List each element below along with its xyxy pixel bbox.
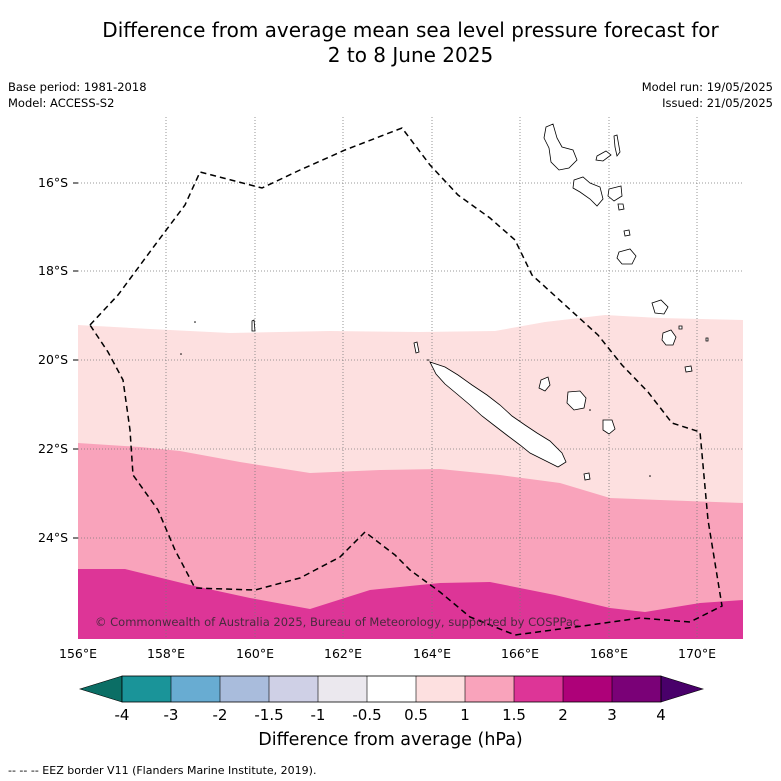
colorbar-tick-label: -2 bbox=[212, 706, 228, 724]
vanuatu-ambae bbox=[595, 150, 612, 162]
colorbar-extend-low bbox=[78, 675, 123, 703]
vanuatu-pentecost bbox=[607, 185, 623, 202]
lon-label-162e: 162°E bbox=[323, 646, 363, 661]
small-islet-5 bbox=[427, 359, 429, 361]
lon-label-168e: 168°E bbox=[589, 646, 629, 661]
colorbar-tick-label: 4 bbox=[656, 706, 666, 724]
loyalty-island-ouvea bbox=[538, 376, 551, 392]
colorbar-segment bbox=[367, 676, 416, 702]
colorbar-extend-high bbox=[660, 675, 705, 703]
band-1.5-2 bbox=[78, 569, 743, 639]
colorbar-tick-label: 1.5 bbox=[502, 706, 526, 724]
colorbar-segment bbox=[612, 676, 661, 702]
colorbar-title: Difference from average (hPa) bbox=[258, 730, 523, 750]
copyright-text: © Commonwealth of Australia 2025, Bureau… bbox=[95, 615, 579, 629]
lat-label-24s: 24°S bbox=[38, 530, 69, 545]
band-1-1.5 bbox=[78, 443, 743, 639]
issued-date: Issued: 21/05/2025 bbox=[662, 96, 773, 110]
colorbar-tick-label: -1 bbox=[310, 706, 326, 724]
meta-left: Base period: 1981-2018 Model: ACCESS-S2 bbox=[8, 79, 147, 111]
colorbar-segment bbox=[514, 676, 563, 702]
lon-label-164e: 164°E bbox=[412, 646, 452, 661]
colorbar-tick-label: 2 bbox=[558, 706, 568, 724]
colorbar-tick-label: -4 bbox=[114, 706, 130, 724]
lat-label-20s: 20°S bbox=[38, 352, 69, 367]
loyalty-island-mare bbox=[602, 419, 616, 435]
map-area bbox=[78, 117, 743, 639]
small-islet-3 bbox=[649, 475, 651, 477]
meta-right: Model run: 19/05/2025 Issued: 21/05/2025 bbox=[642, 79, 773, 111]
vanuatu-espiritu-santo bbox=[543, 123, 578, 171]
colorbar-tick-label: -1.5 bbox=[254, 706, 284, 724]
title-line-2: 2 to 8 June 2025 bbox=[327, 43, 494, 67]
colorbar-segment bbox=[465, 676, 514, 702]
eez-border bbox=[89, 127, 723, 636]
lon-label-156e: 156°E bbox=[58, 646, 98, 661]
vanuatu-epi bbox=[617, 203, 625, 211]
vanuatu-erromango bbox=[651, 299, 669, 315]
chesterfield-reef bbox=[251, 319, 256, 332]
new-caledonia-island bbox=[429, 361, 567, 468]
vanuatu-malekula bbox=[572, 176, 604, 207]
colorbar-segment bbox=[220, 676, 269, 702]
eez-legend-note: -- -- -- EEZ border V11 (Flanders Marine… bbox=[8, 764, 317, 777]
colorbar-tick-label: 1 bbox=[460, 706, 470, 724]
model-name: Model: ACCESS-S2 bbox=[8, 96, 115, 110]
graticule bbox=[78, 117, 743, 639]
lon-label-170e: 170°E bbox=[677, 646, 717, 661]
vanuatu-shepherd-isles bbox=[623, 229, 631, 237]
colorbar-tick-label: -0.5 bbox=[352, 706, 382, 724]
vanuatu-efate bbox=[616, 248, 637, 265]
lat-label-22s: 22°S bbox=[38, 441, 69, 456]
colorbar-tick-label: 3 bbox=[607, 706, 617, 724]
lon-label-158e: 158°E bbox=[146, 646, 186, 661]
colorbar-tick-label: 0.5 bbox=[404, 706, 428, 724]
vanuatu-tanna bbox=[661, 329, 677, 346]
belep-islands bbox=[413, 341, 420, 354]
colorbar-segment bbox=[269, 676, 318, 702]
vanuatu-aniwa bbox=[705, 337, 709, 342]
isle-of-pines bbox=[583, 472, 591, 481]
colorbar-segment bbox=[122, 676, 171, 702]
base-period: Base period: 1981-2018 bbox=[8, 80, 147, 94]
vanuatu-futuna bbox=[678, 325, 683, 330]
colorbar bbox=[78, 675, 705, 703]
colorbar-segment bbox=[563, 676, 612, 702]
lon-label-166e: 166°E bbox=[500, 646, 540, 661]
loyalty-island-lifou bbox=[566, 390, 587, 411]
colorbar-segment bbox=[416, 676, 465, 702]
small-islet-4 bbox=[589, 409, 591, 411]
vanuatu-maewo bbox=[613, 134, 621, 157]
colorbar-segment bbox=[171, 676, 220, 702]
map-title: Difference from average mean sea level p… bbox=[40, 18, 781, 68]
small-islet-1 bbox=[194, 321, 196, 323]
colorbar-tick-label: -3 bbox=[163, 706, 179, 724]
lat-ticks bbox=[73, 182, 78, 539]
lat-label-16s: 16°S bbox=[38, 175, 69, 190]
lat-label-18s: 18°S bbox=[38, 263, 69, 278]
small-islet-2 bbox=[180, 353, 182, 355]
title-line-1: Difference from average mean sea level p… bbox=[102, 18, 719, 42]
model-run: Model run: 19/05/2025 bbox=[641, 80, 773, 94]
colorbar-segment bbox=[318, 676, 367, 702]
vanuatu-aneityum bbox=[684, 365, 693, 373]
lon-label-160e: 160°E bbox=[235, 646, 275, 661]
